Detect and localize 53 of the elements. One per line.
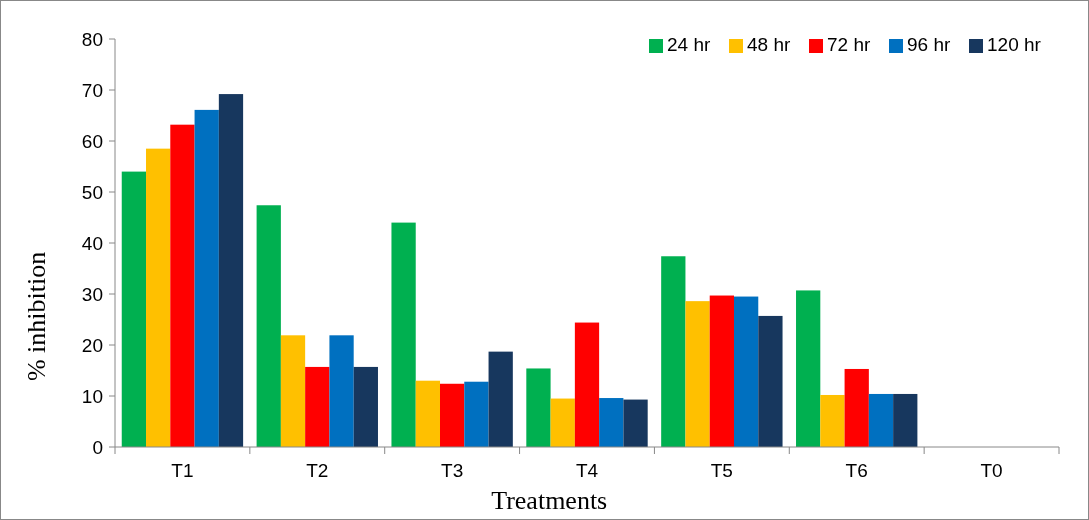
x-tick-label: T6 — [845, 460, 868, 481]
bar — [844, 368, 869, 447]
bar — [146, 148, 171, 447]
bar — [218, 94, 244, 447]
bar — [550, 398, 575, 447]
y-tick-label: 50 — [81, 181, 103, 203]
x-tick-label: T4 — [575, 460, 599, 481]
x-tick-label: T0 — [980, 460, 1003, 481]
bar — [685, 301, 710, 447]
bar — [733, 296, 759, 447]
bar — [599, 398, 624, 447]
bar — [661, 256, 686, 447]
bar — [353, 366, 378, 447]
y-tick-label: 70 — [81, 79, 103, 101]
legend-label: 96 hr — [907, 34, 951, 55]
bar — [623, 399, 648, 447]
bar — [256, 205, 281, 447]
bar — [796, 290, 821, 447]
bar — [391, 222, 416, 447]
bar — [194, 109, 219, 447]
bar — [440, 383, 465, 447]
bar — [820, 394, 845, 447]
bar — [280, 335, 306, 447]
bar — [574, 322, 600, 447]
y-tick-label: 80 — [81, 28, 103, 50]
x-tick-label: T2 — [306, 460, 329, 481]
y-axis-title: % inhibition — [22, 251, 51, 382]
x-tick-label: T5 — [710, 460, 733, 481]
y-tick-label: 10 — [81, 385, 103, 407]
x-axis-title: Treatments — [491, 486, 608, 515]
bar — [305, 366, 330, 447]
bar — [709, 295, 734, 447]
bar — [868, 393, 894, 447]
bar — [758, 315, 783, 447]
legend-label: 72 hr — [827, 34, 871, 55]
bar — [170, 124, 195, 447]
bar — [329, 335, 354, 447]
y-tick-label: 60 — [81, 130, 103, 152]
bar — [121, 171, 147, 447]
x-tick-label: T1 — [171, 460, 194, 481]
bar — [415, 380, 441, 447]
x-tick-label: T3 — [441, 460, 464, 481]
y-tick-label: 40 — [81, 232, 103, 254]
legend-label: 48 hr — [747, 34, 791, 55]
bar — [526, 368, 551, 447]
y-tick-label: 30 — [81, 283, 103, 305]
y-tick-label: 0 — [92, 436, 103, 458]
legend-label: 120 hr — [987, 34, 1042, 55]
bar — [893, 393, 918, 447]
y-tick-label: 20 — [81, 334, 103, 356]
legend-label: 24 hr — [667, 34, 711, 55]
bar — [488, 351, 513, 447]
bar — [464, 381, 489, 447]
